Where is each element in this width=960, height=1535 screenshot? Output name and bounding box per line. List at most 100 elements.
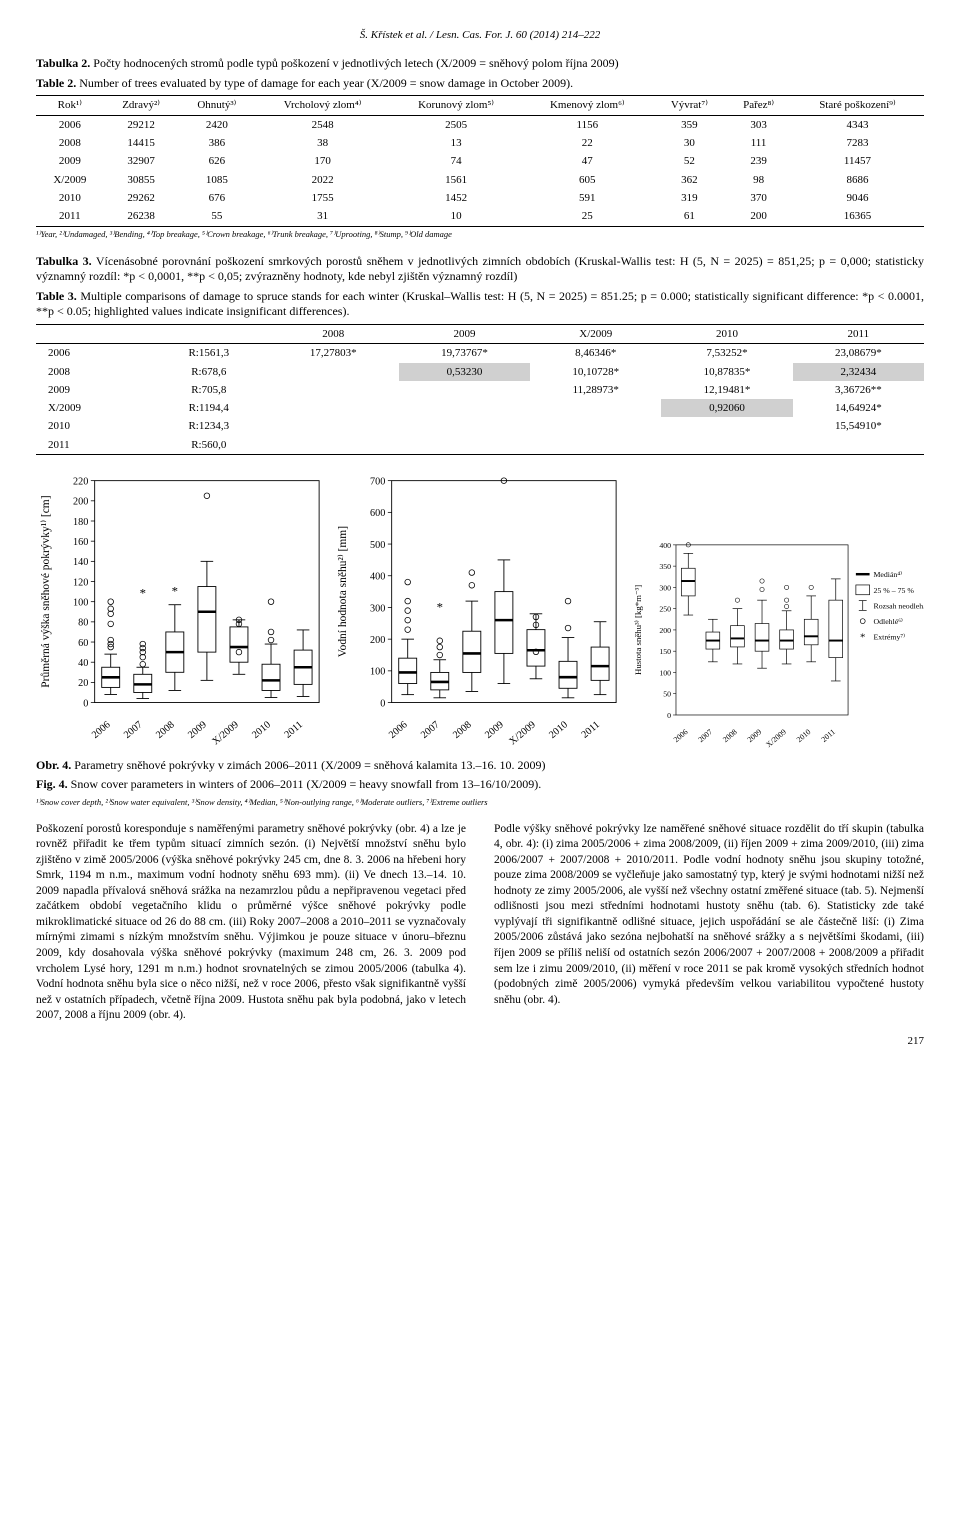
svg-text:50: 50 (663, 689, 671, 698)
svg-text:0: 0 (83, 698, 88, 709)
svg-text:Vodní hodnota sněhu²⁾ [mm]: Vodní hodnota sněhu²⁾ [mm] (337, 526, 349, 657)
svg-text:Extrémy⁷⁾: Extrémy⁷⁾ (873, 632, 905, 641)
svg-text:200: 200 (659, 625, 671, 634)
table-row: 2011R:560,0 (36, 436, 924, 455)
svg-text:2011: 2011 (580, 719, 602, 740)
col-header: Kmenový zlom⁶⁾ (522, 96, 652, 115)
svg-text:200: 200 (73, 497, 88, 508)
tab3-caption-cz: Tabulka 3. Vícenásobné porovnání poškoze… (36, 254, 924, 285)
tab2-caption-cz: Tabulka 2. Tabulka 2. Počty hodnocených … (36, 56, 924, 72)
table-row: 20062921224202548250511563593034343 (36, 115, 924, 134)
figure-4-charts: 0 20 40 60 80 100 120 140 160 180 200 220 Průměrná v… (36, 473, 924, 754)
svg-text:700: 700 (370, 477, 385, 488)
svg-text:120: 120 (73, 577, 88, 588)
tab3-caption-en: Table 3. Multiple comparisons of damage … (36, 289, 924, 320)
svg-text:2009: 2009 (186, 719, 209, 741)
svg-text:2011: 2011 (283, 719, 305, 740)
svg-text:180: 180 (73, 517, 88, 528)
running-head: Š. Křístek et al. / Lesn. Cas. For. J. 6… (36, 28, 924, 42)
table-row: 20093290762617074475223911457 (36, 152, 924, 170)
svg-text:X/2009: X/2009 (764, 727, 788, 749)
svg-text:2008: 2008 (721, 727, 739, 744)
svg-text:2008: 2008 (451, 719, 474, 741)
svg-text:*: * (172, 584, 178, 598)
svg-text:350: 350 (659, 562, 671, 571)
svg-text:220: 220 (73, 477, 88, 488)
table-row: 2008R:678,60,5323010,10728*10,87835*2,32… (36, 363, 924, 381)
body-columns: Poškození porostů koresponduje s naměřen… (36, 822, 924, 1024)
svg-text:*: * (140, 587, 146, 601)
svg-text:Rozsah neodleh.⁵⁾: Rozsah neodleh.⁵⁾ (873, 601, 924, 610)
svg-text:X/2009: X/2009 (210, 719, 240, 747)
svg-text:300: 300 (659, 583, 671, 592)
tab2-footnote: ¹⁾Year, ²⁾Undamaged, ³⁾Bending, ⁴⁾Top br… (36, 229, 924, 240)
col-right: Podle výšky sněhové pokrývky lze naměřen… (494, 822, 924, 1024)
svg-text:2006: 2006 (387, 719, 410, 741)
boxplot-panel: 0 50 100 150 200 250 300 350 400 Hustota sněhu³⁾ … (631, 539, 924, 754)
svg-text:Odlehlé⁶⁾: Odlehlé⁶⁾ (873, 617, 902, 626)
svg-text:400: 400 (659, 540, 671, 549)
svg-text:2007: 2007 (419, 719, 442, 741)
svg-text:Průměrná výška sněhové pokrývk: Průměrná výška sněhové pokrývky¹⁾ [cm] (39, 496, 52, 688)
svg-text:0: 0 (667, 710, 671, 719)
svg-text:2010: 2010 (794, 727, 812, 744)
svg-text:25 % – 75 %: 25 % – 75 % (873, 585, 914, 594)
table-row: 2010R:1234,315,54910* (36, 417, 924, 435)
svg-text:400: 400 (370, 572, 385, 583)
boxplot-panel: 0 100 200 300 400 500 600 700 Vodní hodnota sněh… (333, 473, 626, 754)
col-header: Ohnutý³⁾ (178, 96, 255, 115)
col-header: Staré poškození⁹⁾ (791, 96, 924, 115)
col-left: Poškození porostů koresponduje s naměřen… (36, 822, 466, 1024)
svg-text:100: 100 (370, 667, 385, 678)
svg-text:140: 140 (73, 557, 88, 568)
svg-text:Medián⁴⁾: Medián⁴⁾ (873, 570, 902, 579)
boxplot-panel: 0 20 40 60 80 100 120 140 160 180 200 220 Průměrná v… (36, 473, 329, 754)
table-row: 200814415386381322301117283 (36, 134, 924, 152)
svg-text:2010: 2010 (548, 719, 571, 741)
svg-text:100: 100 (73, 598, 88, 609)
svg-text:40: 40 (78, 658, 88, 669)
svg-text:2010: 2010 (250, 719, 273, 741)
svg-text:2007: 2007 (122, 719, 145, 741)
svg-text:*: * (437, 600, 443, 614)
svg-text:200: 200 (370, 635, 385, 646)
col-header: Vrcholový zlom⁴⁾ (255, 96, 390, 115)
fig4-footnote: ¹⁾Snow cover depth, ²⁾Snow water equival… (36, 797, 924, 808)
svg-text:2006: 2006 (671, 727, 689, 744)
svg-text:X/2009: X/2009 (508, 719, 538, 747)
svg-text:Hustota sněhu³⁾ [kg*m⁻³]: Hustota sněhu³⁾ [kg*m⁻³] (632, 584, 642, 674)
col-header: Korunový zlom⁵⁾ (390, 96, 522, 115)
svg-text:2011: 2011 (819, 727, 837, 744)
svg-text:2008: 2008 (154, 719, 177, 741)
table-row: X/200930855108520221561605362988686 (36, 171, 924, 189)
svg-text:300: 300 (370, 603, 385, 614)
svg-text:150: 150 (659, 647, 671, 656)
svg-text:500: 500 (370, 540, 385, 551)
col-header: Vývrat⁷⁾ (652, 96, 726, 115)
svg-text:2007: 2007 (696, 727, 714, 744)
fig4-caption-cz: Obr. 4. Parametry sněhové pokrývky v zim… (36, 758, 924, 774)
svg-text:2006: 2006 (90, 719, 113, 741)
svg-text:60: 60 (78, 638, 88, 649)
svg-text:600: 600 (370, 508, 385, 519)
tab2-caption-en: Table 2. Number of trees evaluated by ty… (36, 76, 924, 92)
page-number: 217 (36, 1034, 924, 1048)
table-row: 2006R:1561,317,27803*19,73767*8,46346*7,… (36, 344, 924, 363)
col-header: Zdravý²⁾ (104, 96, 179, 115)
svg-text:100: 100 (659, 668, 671, 677)
table-row: 2009R:705,811,28973*12,19481*3,36726** (36, 381, 924, 399)
svg-text:160: 160 (73, 537, 88, 548)
svg-text:*: * (860, 631, 865, 643)
svg-text:2009: 2009 (745, 727, 763, 744)
svg-text:0: 0 (381, 698, 386, 709)
svg-text:20: 20 (78, 678, 88, 689)
table-row: X/2009R:1194,40,9206014,64924* (36, 399, 924, 417)
svg-text:80: 80 (78, 618, 88, 629)
table-3: 20082009X/200920102011 2006R:1561,317,27… (36, 324, 924, 455)
table-row: 201126238553110256120016365 (36, 207, 924, 226)
svg-text:250: 250 (659, 604, 671, 613)
table-2: Rok¹⁾Zdravý²⁾Ohnutý³⁾Vrcholový zlom⁴⁾Kor… (36, 95, 924, 226)
col-header: Rok¹⁾ (36, 96, 104, 115)
svg-text:2009: 2009 (483, 719, 506, 741)
fig4-caption-en: Fig. 4. Snow cover parameters in winters… (36, 777, 924, 793)
